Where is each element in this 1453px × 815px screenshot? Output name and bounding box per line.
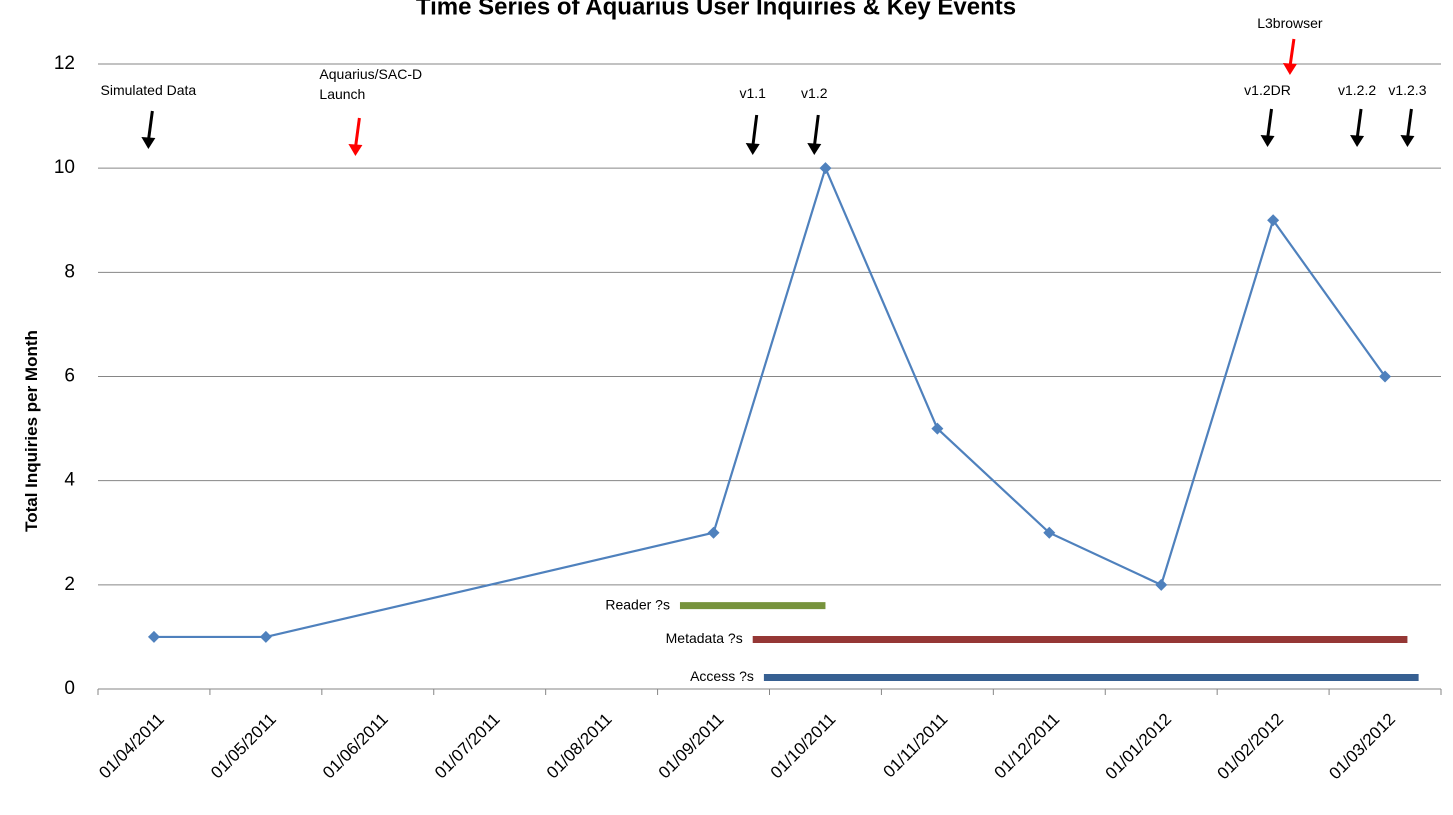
x-axis: 01/04/2011 01/05/2011 01/06/2011 01/07/2011…: [95, 688, 1442, 784]
data-point: [931, 422, 944, 435]
event-arrow-head: [1260, 135, 1275, 147]
period-bar-label: Reader ?s: [605, 596, 670, 612]
data-series: [147, 162, 1392, 643]
event-arrow-head: [1400, 135, 1415, 147]
event-arrow-head: [1282, 63, 1297, 75]
event-markers: Simulated Data Aquarius/SAC-D Launch v1.1 v1…: [101, 15, 1427, 156]
event-label: L3browser: [1257, 15, 1323, 31]
x-tick-label: 01/08/2011: [543, 710, 616, 783]
x-tick-label: 01/03/2012: [1325, 710, 1399, 784]
event-arrow-shaft: [146, 110, 154, 142]
y-axis-label: Total Inquiries per Month: [22, 330, 41, 532]
period-bars: Reader ?s Metadata ?s Access ?s: [605, 596, 1419, 684]
data-point: [1267, 214, 1280, 227]
event-label: Simulated Data: [101, 82, 197, 98]
data-point: [819, 162, 832, 175]
x-tick-label: 01/01/2012: [1102, 710, 1176, 784]
event-arrow-shaft: [1266, 108, 1274, 140]
series-line: [153, 164, 1386, 639]
y-tick-label: 12: [54, 53, 75, 74]
event-arrow-shaft: [1355, 108, 1363, 140]
x-tick-label: 01/04/2011: [95, 710, 168, 783]
x-tick-label: 01/11/2011: [880, 710, 952, 782]
y-axis: 0 2 4 6 8 10 12: [54, 53, 76, 699]
data-point: [1379, 370, 1392, 383]
data-point: [1155, 578, 1168, 591]
event-label: Launch: [319, 86, 365, 102]
y-tick-label: 4: [64, 470, 75, 491]
event-arrow-shaft: [751, 114, 759, 148]
event-arrow-head: [1350, 135, 1365, 147]
x-tick-label: 01/05/2011: [207, 710, 280, 783]
y-tick-label: 2: [64, 574, 75, 595]
x-tick-label: 01/10/2011: [767, 710, 840, 783]
x-tick-label: 01/07/2011: [431, 710, 504, 783]
gridlines: [98, 63, 1441, 586]
event-arrow-shaft: [1405, 108, 1413, 140]
period-bar-label: Access ?s: [690, 668, 754, 684]
event-label: v1.2DR: [1244, 82, 1291, 98]
period-bar-label: Metadata ?s: [666, 630, 743, 646]
event-label: Aquarius/SAC-D: [319, 66, 422, 82]
event-label: v1.2.2: [1338, 82, 1376, 98]
event-arrow-head: [348, 144, 363, 156]
data-point: [1043, 526, 1056, 539]
event-arrow-head: [141, 137, 156, 149]
y-tick-label: 6: [64, 366, 75, 387]
data-point: [147, 630, 160, 643]
data-point: [707, 526, 720, 539]
event-arrow-head: [807, 143, 822, 155]
y-tick-label: 8: [64, 261, 75, 282]
event-label: v1.1: [739, 85, 766, 101]
y-tick-label: 10: [54, 157, 75, 178]
event-arrow-shaft: [353, 117, 361, 149]
event-arrow-shaft: [1288, 38, 1296, 68]
event-arrow-head: [745, 143, 760, 155]
event-label: v1.2: [801, 85, 828, 101]
chart-title: Time Series of Aquarius User Inquiries &…: [416, 0, 1016, 20]
x-tick-label: 01/12/2011: [991, 710, 1064, 783]
x-tick-label: 01/02/2012: [1214, 710, 1288, 784]
y-tick-label: 0: [64, 678, 75, 699]
event-arrow-shaft: [812, 114, 820, 148]
event-label: v1.2.3: [1388, 82, 1426, 98]
data-point: [259, 630, 272, 643]
x-tick-label: 01/06/2011: [319, 710, 392, 783]
x-tick-label: 01/09/2011: [655, 710, 728, 783]
